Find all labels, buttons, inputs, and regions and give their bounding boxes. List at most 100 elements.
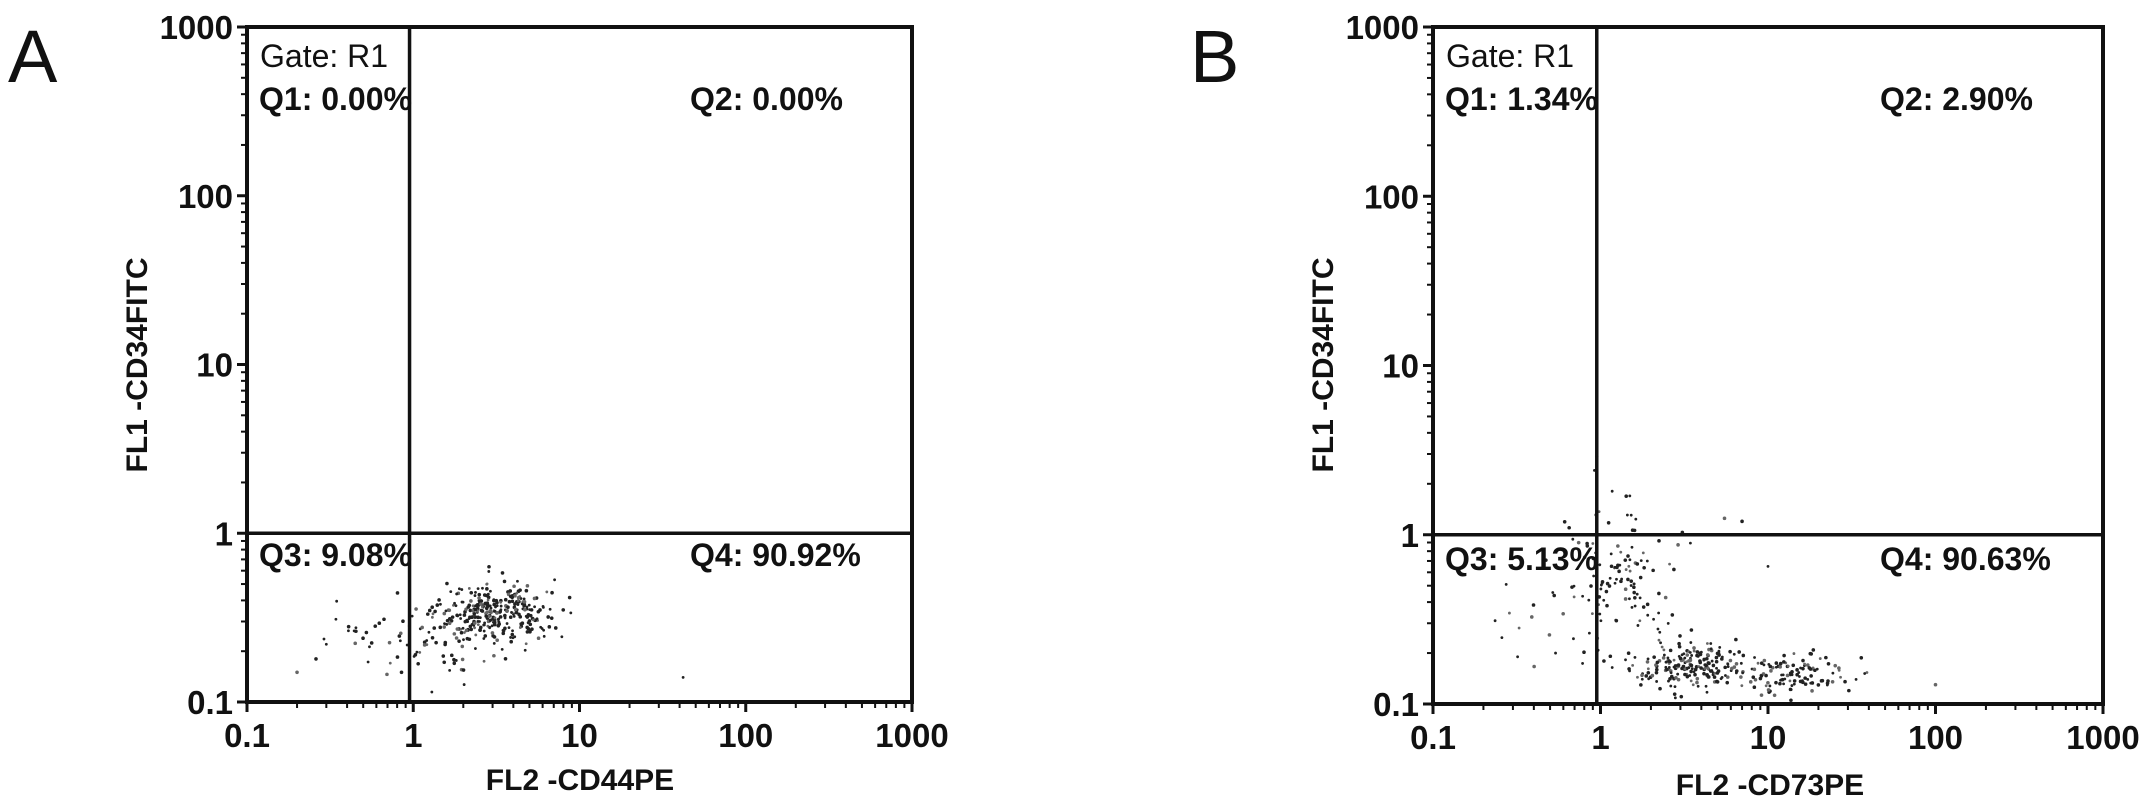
data-point-b — [1688, 541, 1692, 545]
data-point-b — [1665, 667, 1669, 672]
data-point-a — [395, 655, 400, 659]
data-point-a — [512, 584, 516, 589]
data-point-a — [553, 578, 556, 582]
data-point-a — [567, 595, 572, 600]
x-tick-label-a: 10 — [561, 717, 598, 754]
data-point-b — [1673, 696, 1677, 700]
data-point-a — [523, 648, 527, 652]
data-point-a — [488, 609, 493, 613]
data-point-b — [1748, 680, 1753, 684]
data-point-a — [433, 609, 437, 614]
data-point-b — [1696, 684, 1700, 688]
data-point-b — [1632, 590, 1636, 595]
data-point-b — [1751, 675, 1756, 679]
data-point-a — [467, 587, 471, 590]
x-tick-label-a: 1000 — [875, 717, 948, 754]
data-point-a — [498, 615, 503, 619]
data-point-b — [1582, 650, 1586, 655]
data-point-b — [1500, 636, 1504, 640]
data-point-b — [1493, 619, 1497, 623]
quadrant-q3-label-b: Q3: 5.13% — [1445, 541, 1598, 577]
panel-label-a: A — [8, 15, 58, 98]
data-point-b — [1655, 680, 1659, 683]
data-point-b — [1713, 672, 1717, 675]
data-point-a — [449, 653, 454, 658]
data-point-b — [1803, 676, 1807, 680]
data-point-a — [447, 621, 452, 626]
data-point-b — [1605, 603, 1609, 608]
data-point-b — [1795, 668, 1799, 672]
data-point-b — [1865, 671, 1869, 674]
data-point-b — [1668, 676, 1672, 681]
data-point-a — [561, 608, 566, 612]
data-point-b — [1692, 670, 1696, 674]
data-point-a — [483, 634, 488, 638]
data-point-a — [501, 628, 506, 633]
data-point-a — [547, 625, 552, 629]
data-point-b — [1685, 660, 1688, 664]
y-tick-labels-b: 0.1 1 10 100 1000 — [1346, 9, 1419, 723]
data-point-a — [518, 615, 523, 619]
data-point-a — [526, 626, 531, 631]
data-point-b — [1661, 656, 1666, 660]
data-point-b — [1715, 666, 1718, 670]
data-point-a — [454, 636, 459, 640]
data-point-a — [500, 571, 505, 575]
data-point-b — [1687, 659, 1691, 663]
data-point-b — [1774, 665, 1778, 669]
data-point-a — [482, 629, 486, 633]
data-point-a — [536, 609, 541, 614]
data-point-b — [1786, 664, 1790, 668]
y-tick-label-a: 1000 — [160, 9, 233, 46]
y-tick-label-a: 1 — [215, 515, 233, 552]
data-point-a — [382, 617, 386, 622]
data-point-a — [442, 660, 447, 665]
data-point-b — [1715, 679, 1719, 684]
data-point-a — [397, 634, 402, 638]
data-point-b — [1572, 637, 1575, 641]
data-point-b — [1629, 513, 1633, 517]
data-point-b — [1789, 698, 1793, 703]
data-point-a — [513, 594, 517, 598]
data-point-b — [1590, 612, 1594, 616]
data-point-b — [1859, 655, 1864, 660]
data-point-a — [495, 600, 499, 605]
data-point-b — [1693, 667, 1698, 672]
data-point-a — [497, 622, 501, 626]
data-point-a — [528, 629, 532, 634]
data-point-a — [512, 614, 516, 618]
data-point-a — [427, 608, 432, 613]
data-point-b — [1818, 657, 1822, 660]
data-point-a — [438, 625, 443, 630]
data-point-b — [1667, 679, 1670, 683]
data-point-b — [1703, 667, 1707, 670]
data-point-b — [1752, 667, 1757, 672]
data-point-a — [524, 588, 529, 593]
data-point-a — [435, 603, 440, 607]
data-point-b — [1657, 591, 1661, 596]
data-point-a — [508, 615, 513, 620]
data-point-a — [477, 596, 481, 600]
data-point-a — [509, 639, 514, 644]
data-point-b — [1652, 617, 1655, 621]
data-point-a — [401, 619, 405, 623]
data-point-a — [446, 608, 451, 612]
data-point-b — [1668, 562, 1671, 566]
data-point-b — [1826, 661, 1831, 666]
data-point-a — [455, 592, 459, 596]
data-point-b — [1599, 619, 1603, 623]
data-point-a — [516, 599, 520, 602]
data-point-b — [1663, 595, 1668, 600]
data-point-a — [458, 613, 462, 617]
data-point-b — [1792, 682, 1796, 686]
data-point-b — [1666, 621, 1670, 625]
data-point-b — [1591, 542, 1595, 545]
x-tick-label-a: 0.1 — [224, 717, 270, 754]
data-point-b — [1632, 585, 1636, 590]
data-point-b — [1854, 677, 1858, 681]
data-point-a — [464, 607, 468, 612]
data-point-b — [1628, 494, 1632, 498]
data-point-b — [1766, 688, 1771, 692]
data-point-a — [516, 579, 519, 583]
data-point-b — [1753, 656, 1756, 659]
